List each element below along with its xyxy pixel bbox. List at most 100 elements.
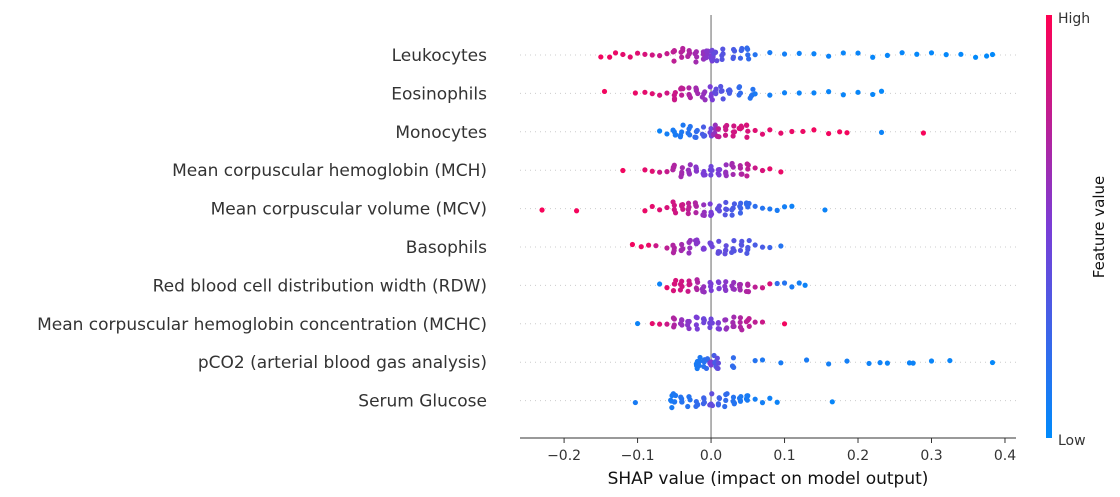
shap-point <box>723 279 729 285</box>
shap-point <box>708 211 715 217</box>
shap-point <box>738 242 744 248</box>
shap-point <box>677 134 683 140</box>
shap-point <box>723 199 729 206</box>
shap-point <box>716 286 722 292</box>
shap-point <box>789 128 795 135</box>
shap-point <box>649 168 655 174</box>
x-tick-label: 0.4 <box>994 448 1016 464</box>
shap-point <box>634 320 641 327</box>
shap-point <box>803 357 810 363</box>
shap-point <box>693 322 699 328</box>
shap-point <box>752 52 758 58</box>
shap-point <box>671 247 677 254</box>
shap-point <box>866 360 872 367</box>
shap-point <box>649 91 655 97</box>
shap-point <box>826 130 832 137</box>
shap-point <box>686 85 692 91</box>
shap-point <box>703 55 709 61</box>
shap-point <box>693 164 699 170</box>
shap-point <box>822 207 828 213</box>
shap-point <box>746 237 752 244</box>
shap-point <box>670 315 677 321</box>
shap-point <box>767 395 773 401</box>
shap-point <box>629 241 636 248</box>
shap-point <box>627 54 633 60</box>
shap-point <box>752 284 758 290</box>
shap-point <box>657 92 663 98</box>
shap-point <box>731 129 738 135</box>
shap-point <box>679 283 685 290</box>
shap-point <box>752 396 758 402</box>
shap-point <box>796 50 802 57</box>
shap-point <box>737 315 744 321</box>
shap-point <box>700 170 706 177</box>
shap-point <box>653 243 659 249</box>
shap-point <box>716 238 722 244</box>
shap-point <box>677 320 684 327</box>
shap-point <box>722 317 728 323</box>
shap-point <box>713 91 719 97</box>
shap-point <box>729 207 735 213</box>
shap-point <box>722 212 728 218</box>
shap-point <box>700 51 706 57</box>
shap-point <box>693 85 699 91</box>
shap-point <box>774 280 780 287</box>
shap-point <box>781 280 788 286</box>
shap-point <box>767 92 773 98</box>
x-tick-label: 0.3 <box>920 448 942 464</box>
shap-point <box>638 244 644 250</box>
shap-point <box>789 203 795 209</box>
feature-labels: Leukocytes Eosinophils Monocytes Mean corpu… <box>37 46 487 412</box>
shap-point <box>878 129 885 136</box>
shap-point <box>745 128 751 134</box>
shap-point <box>870 91 876 98</box>
shap-point <box>778 130 784 136</box>
shap-point <box>731 286 737 292</box>
shap-point <box>671 58 677 64</box>
shap-point <box>718 88 724 94</box>
shap-point <box>840 50 846 56</box>
shap-point <box>715 126 721 132</box>
shap-point <box>694 326 700 332</box>
shap-point <box>759 131 766 137</box>
shap-point <box>679 241 685 248</box>
x-tick-label: 0.1 <box>773 448 795 464</box>
shap-point <box>730 394 737 400</box>
shap-point <box>745 166 751 172</box>
shap-point <box>720 96 726 102</box>
shap-point <box>736 92 742 98</box>
shap-point <box>693 168 700 174</box>
shap-point <box>744 173 750 179</box>
shap-point <box>695 90 701 97</box>
shap-point <box>759 244 766 250</box>
feature-label: Red blood cell distribution width (RDW) <box>153 276 487 296</box>
shap-point <box>707 279 713 286</box>
shap-point <box>752 242 758 248</box>
shap-point <box>837 129 843 135</box>
feature-label: pCO2 (arterial blood gas analysis) <box>198 353 487 373</box>
shap-point <box>743 288 750 295</box>
shap-point <box>781 321 788 327</box>
shap-point <box>826 53 832 59</box>
shap-point <box>774 207 780 213</box>
shap-point <box>826 89 832 95</box>
shap-point <box>670 167 676 173</box>
shap-point <box>709 244 715 250</box>
colorbar <box>1046 15 1052 438</box>
shap-point <box>729 160 735 167</box>
shap-point <box>693 134 699 140</box>
shap-point <box>737 55 744 61</box>
shap-point <box>704 356 711 362</box>
shap-point <box>720 46 726 52</box>
shap-point <box>680 48 686 54</box>
shap-point <box>664 169 670 175</box>
shap-point <box>731 201 738 207</box>
shap-point <box>687 237 693 244</box>
shap-point <box>759 357 766 363</box>
shap-point <box>669 404 675 411</box>
shap-point <box>731 314 737 320</box>
shap-point <box>657 321 663 327</box>
shap-point <box>774 399 780 405</box>
shap-point <box>899 50 905 56</box>
